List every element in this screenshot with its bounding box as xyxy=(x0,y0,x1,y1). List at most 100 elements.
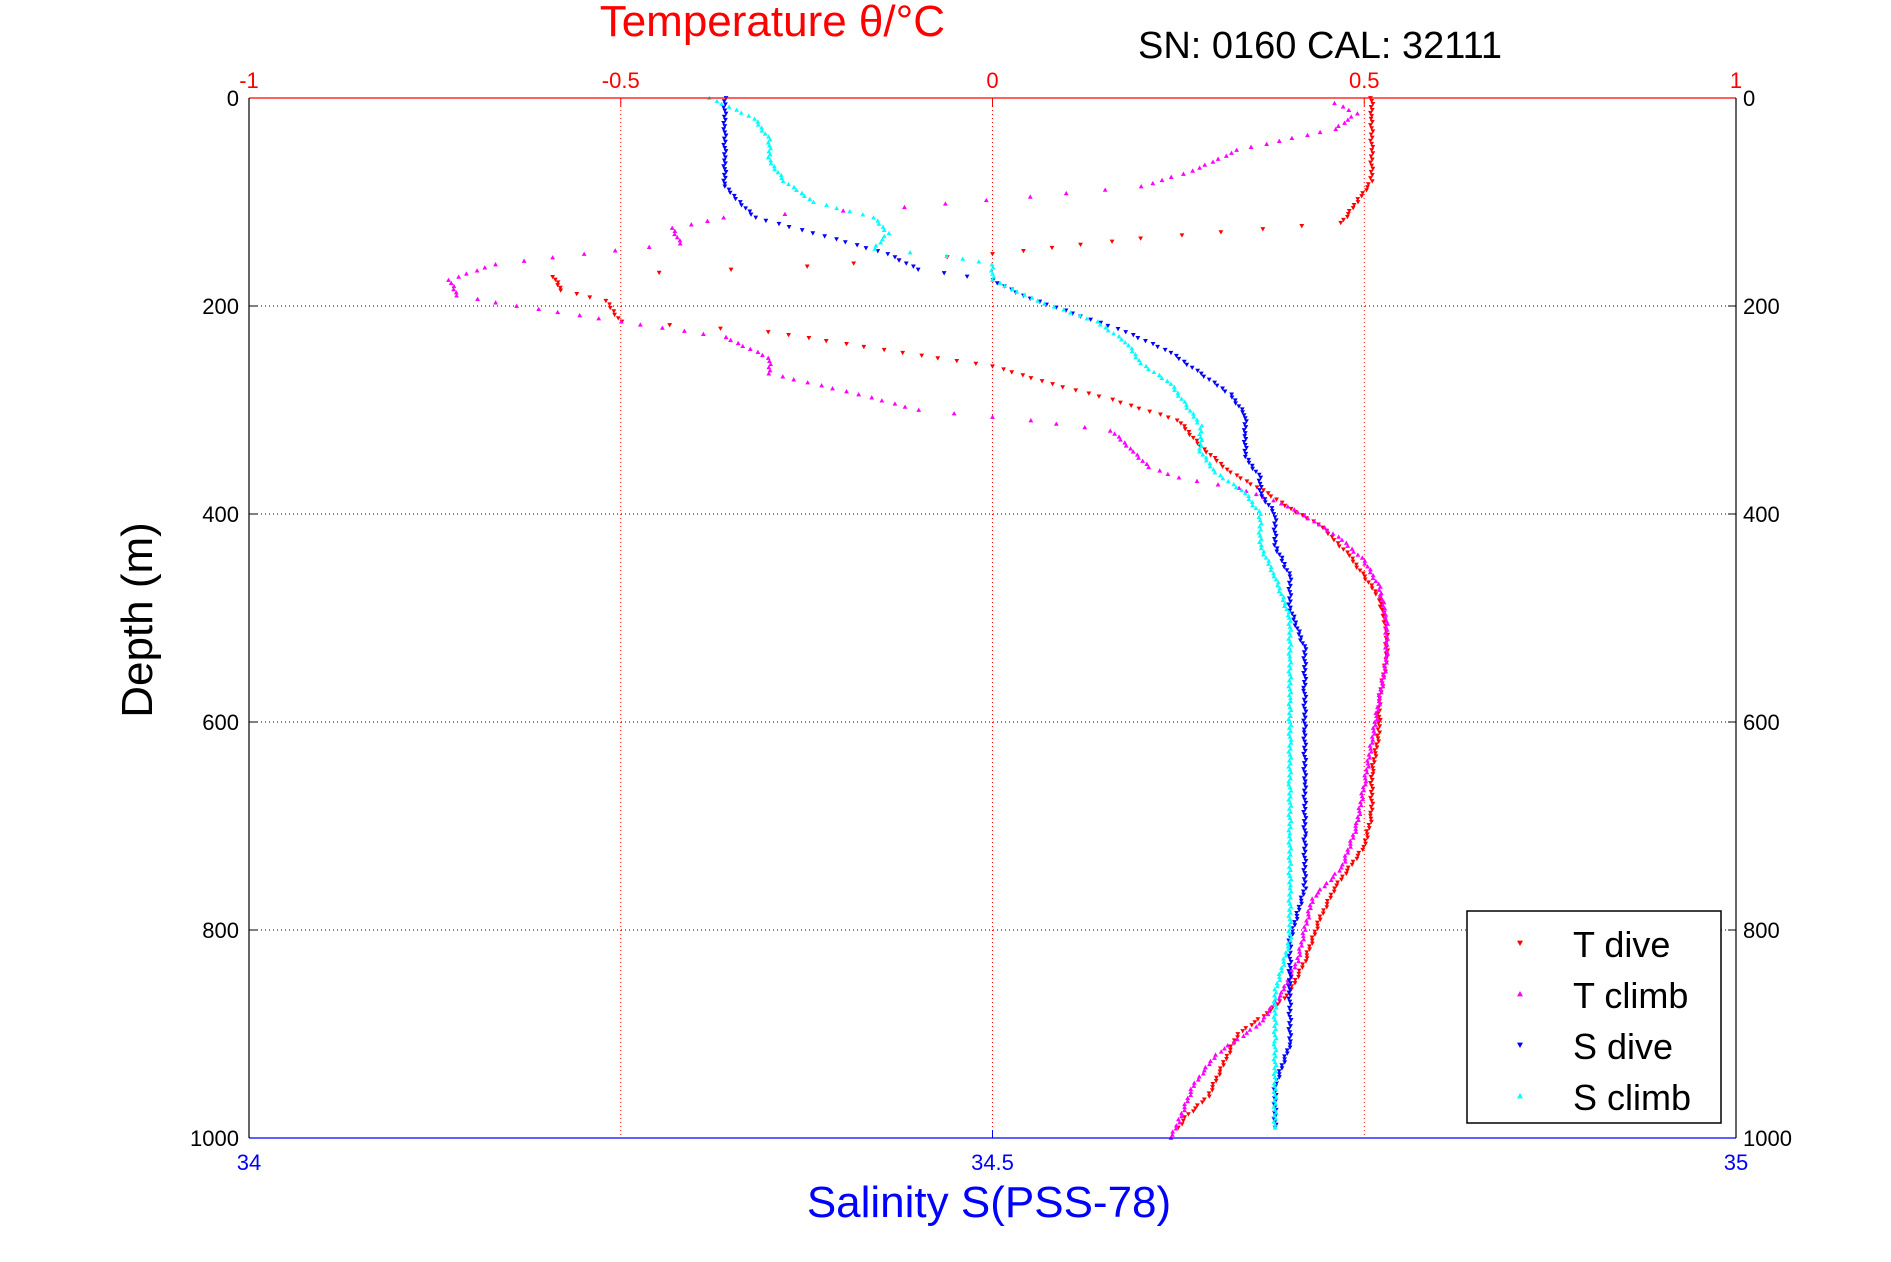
data-point xyxy=(1324,880,1329,886)
data-point xyxy=(1039,379,1045,384)
data-point xyxy=(1232,398,1238,403)
data-point xyxy=(1257,1021,1262,1026)
data-point xyxy=(819,383,825,388)
data-point xyxy=(1288,776,1293,781)
data-point xyxy=(743,206,749,211)
data-point xyxy=(1144,461,1150,466)
data-point xyxy=(1288,633,1293,638)
data-point xyxy=(1303,816,1309,821)
data-point xyxy=(1138,236,1143,241)
data-point xyxy=(1368,132,1374,137)
data-point xyxy=(1199,1100,1205,1105)
legend: T dive T climb S dive S climb xyxy=(1466,910,1722,1124)
data-point xyxy=(669,225,675,230)
data-point xyxy=(723,149,729,154)
data-point xyxy=(1297,952,1303,957)
data-point xyxy=(990,277,995,282)
data-point xyxy=(1305,132,1310,138)
data-point xyxy=(976,259,982,264)
data-point xyxy=(1218,461,1224,467)
data-point xyxy=(1258,536,1264,541)
data-point xyxy=(1357,568,1363,573)
data-point xyxy=(1053,421,1059,426)
data-point xyxy=(834,205,840,211)
data-point xyxy=(1102,187,1108,192)
data-point xyxy=(1369,734,1375,739)
data-point xyxy=(1376,692,1382,698)
data-point xyxy=(1367,755,1373,760)
data-point xyxy=(1178,421,1184,426)
data-point xyxy=(574,291,580,297)
data-point xyxy=(1164,378,1170,383)
data-point xyxy=(881,227,887,232)
data-point xyxy=(1273,990,1279,995)
data-point xyxy=(1366,764,1372,769)
data-point xyxy=(753,215,759,220)
data-point xyxy=(1176,356,1182,362)
data-point xyxy=(1258,485,1264,490)
data-point xyxy=(1380,614,1386,619)
data-point xyxy=(1301,852,1306,858)
data-point xyxy=(1302,927,1308,932)
data-point xyxy=(1325,531,1331,537)
data-point xyxy=(723,139,728,145)
data-point xyxy=(1184,405,1190,410)
data-point xyxy=(714,98,720,103)
data-point xyxy=(615,316,621,321)
data-point xyxy=(1241,428,1247,433)
data-point xyxy=(1200,452,1206,457)
data-point xyxy=(1283,950,1289,955)
data-point xyxy=(1373,742,1379,747)
data-point xyxy=(1159,177,1165,183)
data-point xyxy=(1236,404,1242,409)
data-point xyxy=(1368,819,1374,825)
data-point xyxy=(1128,446,1133,451)
data-point xyxy=(1307,944,1312,949)
data-point xyxy=(667,323,673,328)
data-point xyxy=(1239,407,1245,412)
data-point xyxy=(1288,770,1294,775)
data-point xyxy=(1035,298,1041,303)
data-point xyxy=(1288,1018,1294,1023)
data-point xyxy=(844,389,849,394)
data-point xyxy=(1303,858,1309,864)
data-point xyxy=(1367,743,1373,748)
data-point xyxy=(1261,549,1267,554)
data-point xyxy=(960,256,966,261)
data-point xyxy=(1289,611,1295,616)
data-point xyxy=(1122,440,1128,445)
data-point xyxy=(1282,503,1288,509)
data-point xyxy=(1138,360,1143,366)
data-point xyxy=(1303,843,1309,848)
data-point xyxy=(1369,157,1375,162)
data-point xyxy=(1299,513,1305,518)
data-point xyxy=(1362,577,1368,582)
data-point xyxy=(1382,606,1388,611)
data-point xyxy=(1290,929,1295,934)
data-point xyxy=(1288,803,1294,808)
data-point xyxy=(902,204,907,210)
data-point xyxy=(1170,1132,1175,1137)
data-point xyxy=(1281,983,1287,989)
data-point xyxy=(1384,642,1390,647)
data-point xyxy=(1359,793,1365,799)
data-point xyxy=(1364,188,1369,193)
data-point xyxy=(1288,666,1293,671)
data-point xyxy=(1303,694,1309,700)
data-series xyxy=(446,95,1391,1140)
data-point xyxy=(1302,754,1308,760)
data-point xyxy=(1143,338,1148,344)
data-point xyxy=(1348,114,1354,119)
data-point xyxy=(1302,806,1308,812)
data-point xyxy=(1303,773,1309,778)
data-point xyxy=(1214,383,1220,388)
data-point xyxy=(1299,943,1305,948)
data-point xyxy=(881,347,887,353)
data-point xyxy=(1353,826,1359,831)
data-point xyxy=(1331,889,1337,894)
data-point xyxy=(1362,574,1368,579)
data-point xyxy=(1288,895,1293,900)
data-point xyxy=(521,258,527,263)
data-point xyxy=(1275,582,1281,588)
data-point xyxy=(718,326,723,331)
